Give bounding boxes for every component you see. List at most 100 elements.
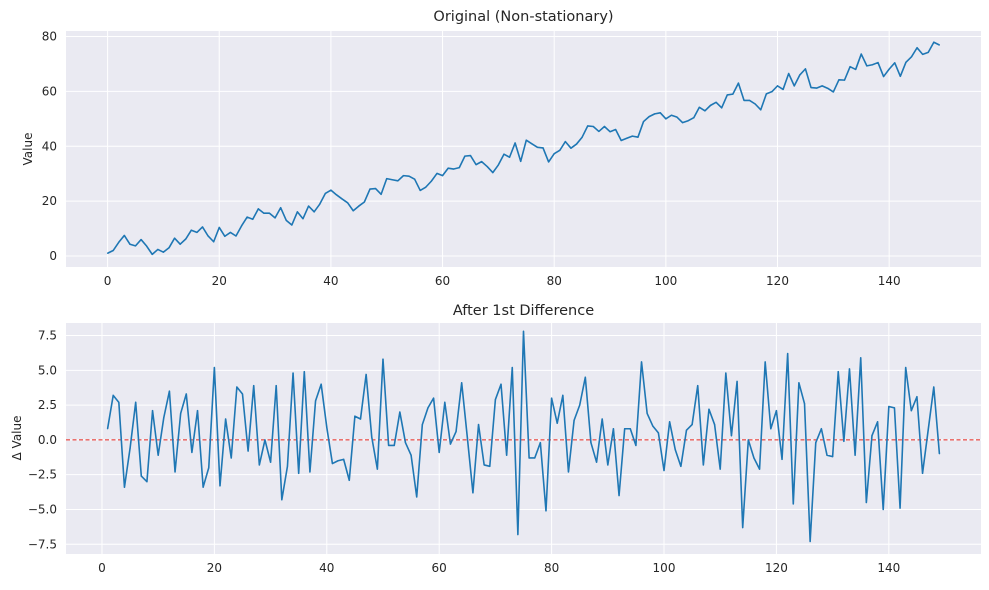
data-point xyxy=(809,540,811,543)
data-point xyxy=(494,398,496,401)
data-point xyxy=(112,249,114,252)
data-point xyxy=(146,245,148,247)
data-point xyxy=(682,122,684,124)
data-point xyxy=(525,139,527,141)
data-point xyxy=(157,248,159,251)
data-point xyxy=(927,51,929,54)
data-point xyxy=(758,468,761,470)
data-point xyxy=(592,125,594,128)
data-point xyxy=(410,454,412,456)
data-point xyxy=(151,253,153,255)
data-point xyxy=(447,167,449,169)
y-tick-label: 0.0 xyxy=(38,433,57,447)
data-point xyxy=(742,526,744,529)
x-tick-label: 0 xyxy=(104,274,112,288)
y-axis-label-difference: Δ Value xyxy=(10,416,24,461)
data-point xyxy=(408,175,410,177)
data-point xyxy=(453,168,455,170)
data-point xyxy=(196,410,199,412)
data-point xyxy=(268,212,271,214)
data-point xyxy=(788,72,790,75)
data-point xyxy=(581,136,583,138)
y-tick-label: −2.5 xyxy=(28,468,57,482)
data-point xyxy=(559,149,561,151)
data-point xyxy=(168,247,170,249)
data-point xyxy=(365,373,367,376)
data-point xyxy=(213,366,215,369)
data-point xyxy=(247,450,249,452)
data-point xyxy=(168,390,171,392)
data-point xyxy=(771,91,773,93)
data-point xyxy=(551,397,553,399)
data-point xyxy=(503,153,505,155)
data-point xyxy=(674,449,676,451)
data-point xyxy=(877,61,879,64)
data-point xyxy=(562,394,564,396)
data-point xyxy=(475,164,477,166)
data-point xyxy=(715,101,717,103)
data-point xyxy=(179,243,181,245)
data-point xyxy=(258,464,260,466)
data-point xyxy=(799,74,801,76)
data-point xyxy=(776,85,779,87)
data-point xyxy=(240,225,243,227)
data-point xyxy=(511,366,513,369)
data-point xyxy=(770,428,772,430)
data-point xyxy=(455,430,457,433)
data-point xyxy=(520,160,522,162)
data-point xyxy=(698,106,700,108)
data-point xyxy=(135,401,137,403)
data-point xyxy=(697,385,699,387)
data-point xyxy=(264,439,266,441)
data-point xyxy=(626,137,628,139)
data-point xyxy=(461,382,463,384)
x-tick-label: 40 xyxy=(323,274,338,288)
data-point xyxy=(854,454,856,456)
data-point xyxy=(899,507,901,509)
data-point xyxy=(425,186,427,188)
data-point xyxy=(652,425,654,427)
data-point xyxy=(421,423,423,426)
data-point xyxy=(514,142,516,144)
data-point xyxy=(826,454,828,456)
data-point xyxy=(483,464,485,466)
chart-difference: 0 20 40 60 80 100 120 140 −7.5 −5.0 −2.5 0.0 2.5 5.0… xyxy=(10,303,981,575)
data-point xyxy=(732,93,734,95)
data-point xyxy=(548,161,550,163)
data-point xyxy=(291,224,293,226)
x-tick-label: 100 xyxy=(653,561,676,575)
data-point xyxy=(399,411,401,413)
chart-original: 0 20 40 60 80 100 120 140 0 20 40 60 80 Original (N… xyxy=(21,9,981,288)
data-point xyxy=(601,418,603,420)
data-point xyxy=(307,205,310,207)
data-point xyxy=(441,175,444,177)
x-tick-label: 20 xyxy=(212,274,227,288)
y-ticks-difference: −7.5 −5.0 −2.5 0.0 2.5 5.0 7.5 xyxy=(28,329,57,552)
x-tick-label: 60 xyxy=(432,561,447,575)
data-point xyxy=(685,429,688,431)
data-point xyxy=(359,418,362,420)
data-point xyxy=(665,118,667,120)
data-point xyxy=(369,188,371,190)
data-point xyxy=(916,396,918,398)
x-tick-label: 120 xyxy=(766,274,789,288)
data-point xyxy=(860,357,862,359)
data-point xyxy=(573,419,575,422)
series-line-0 xyxy=(107,41,940,256)
y-axis-label-original: Value xyxy=(21,133,35,166)
x-ticks-original: 0 20 40 60 80 100 120 140 xyxy=(104,274,901,288)
data-point xyxy=(497,164,499,166)
data-point xyxy=(285,219,287,221)
data-point xyxy=(269,461,272,463)
chart-title-original: Original (Non-stationary) xyxy=(433,9,613,25)
series-original xyxy=(106,41,941,256)
data-point xyxy=(618,494,620,497)
data-point xyxy=(804,68,807,70)
data-point xyxy=(371,436,373,438)
data-point xyxy=(106,252,109,254)
data-point xyxy=(286,465,289,467)
data-point xyxy=(236,386,238,388)
data-point xyxy=(326,426,328,428)
data-point xyxy=(810,86,812,89)
data-point xyxy=(517,533,519,536)
